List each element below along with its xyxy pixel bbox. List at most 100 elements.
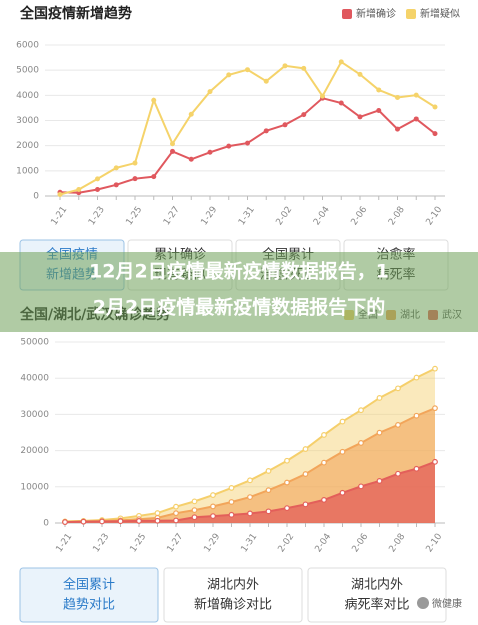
y-tick-label: 3000 [16, 116, 39, 126]
tab-label: 趋势对比 [63, 597, 115, 613]
y-tick-label: 30000 [20, 410, 49, 420]
point [228, 499, 235, 505]
point [301, 65, 307, 71]
y-tick-label: 4000 [16, 91, 39, 101]
point [80, 518, 87, 525]
x-tick-label: 1-21 [50, 205, 70, 227]
series-line [59, 60, 436, 196]
point [432, 405, 438, 412]
y-tick-label: 50000 [20, 338, 49, 348]
point [376, 478, 383, 484]
point [191, 514, 198, 521]
point [338, 59, 344, 65]
point [207, 149, 213, 155]
x-tick-label: 2-08 [388, 532, 408, 555]
tab-label: 全国累计 [63, 577, 115, 593]
point [132, 176, 138, 182]
point [95, 186, 100, 192]
point [226, 72, 232, 78]
x-tick-label: 1-23 [87, 205, 107, 227]
point [284, 505, 290, 512]
point [117, 518, 124, 525]
point [339, 418, 346, 425]
point [321, 432, 327, 438]
point [339, 489, 346, 496]
point [432, 131, 438, 137]
point [413, 116, 419, 122]
x-tick-label: 2-02 [277, 532, 297, 554]
point [191, 498, 198, 505]
point [210, 492, 216, 498]
point [376, 87, 382, 93]
point [170, 148, 175, 154]
point [395, 385, 401, 392]
point [226, 143, 232, 149]
point [210, 503, 216, 510]
watermark-icon [417, 597, 429, 609]
point [358, 483, 364, 490]
point [302, 446, 309, 452]
legend-swatch [406, 9, 416, 19]
point [132, 160, 138, 166]
tab[interactable] [307, 567, 447, 623]
point [282, 63, 288, 69]
legend-swatch [342, 9, 352, 19]
overlay-text: 12月2日疫情最新疫情数据报告，1 [89, 260, 389, 283]
point [413, 412, 420, 419]
point [228, 511, 235, 518]
point [284, 479, 290, 486]
point [245, 67, 250, 73]
point [376, 395, 383, 401]
x-tick-label: 1-25 [129, 532, 149, 554]
legend-label: 新增疑似 [420, 7, 460, 20]
point [263, 78, 269, 84]
x-tick-label: 1-25 [125, 205, 145, 227]
y-tick-label: 0 [33, 192, 39, 202]
point [395, 421, 401, 428]
y-tick-label: 20000 [20, 446, 49, 456]
point [173, 510, 179, 517]
x-tick-label: 2-04 [314, 532, 334, 555]
point [282, 122, 288, 128]
x-tick-label: 1-21 [55, 532, 75, 554]
y-tick-label: 2000 [16, 141, 39, 151]
x-tick-label: 2-08 [387, 205, 407, 228]
point [395, 94, 400, 100]
tab[interactable] [19, 567, 159, 623]
point [173, 517, 179, 524]
point [302, 501, 309, 508]
point [432, 104, 438, 110]
point [113, 182, 119, 188]
point [245, 140, 250, 146]
overlay-text: 2月2日疫情最新疫情数据报告下的 [93, 296, 385, 319]
y-tick-label: 1000 [16, 166, 39, 176]
point [188, 156, 194, 162]
point [413, 465, 420, 472]
point [265, 468, 272, 474]
point [376, 429, 383, 436]
point [173, 503, 179, 510]
y-tick-label: 6000 [16, 41, 39, 51]
x-tick-label: 1-29 [200, 205, 220, 228]
x-tick-label: 1-27 [162, 205, 182, 227]
point [247, 477, 253, 484]
point [413, 92, 419, 98]
x-tick-label: 1-23 [92, 532, 112, 554]
point [154, 510, 161, 516]
x-tick-label: 2-06 [351, 532, 371, 555]
y-tick-label: 5000 [16, 66, 39, 76]
point [284, 457, 290, 464]
chart-title: 全国疫情新增趋势 [19, 5, 132, 22]
x-tick-label: 1-29 [203, 532, 223, 555]
point [321, 496, 327, 503]
point [188, 111, 194, 117]
x-tick-label: 1-27 [166, 532, 186, 554]
point [357, 114, 363, 120]
point [320, 93, 325, 99]
point [247, 510, 253, 517]
x-tick-label: 2-10 [425, 205, 445, 228]
tab[interactable] [163, 567, 303, 623]
y-tick-label: 10000 [20, 482, 49, 492]
overlay-band [0, 252, 478, 332]
